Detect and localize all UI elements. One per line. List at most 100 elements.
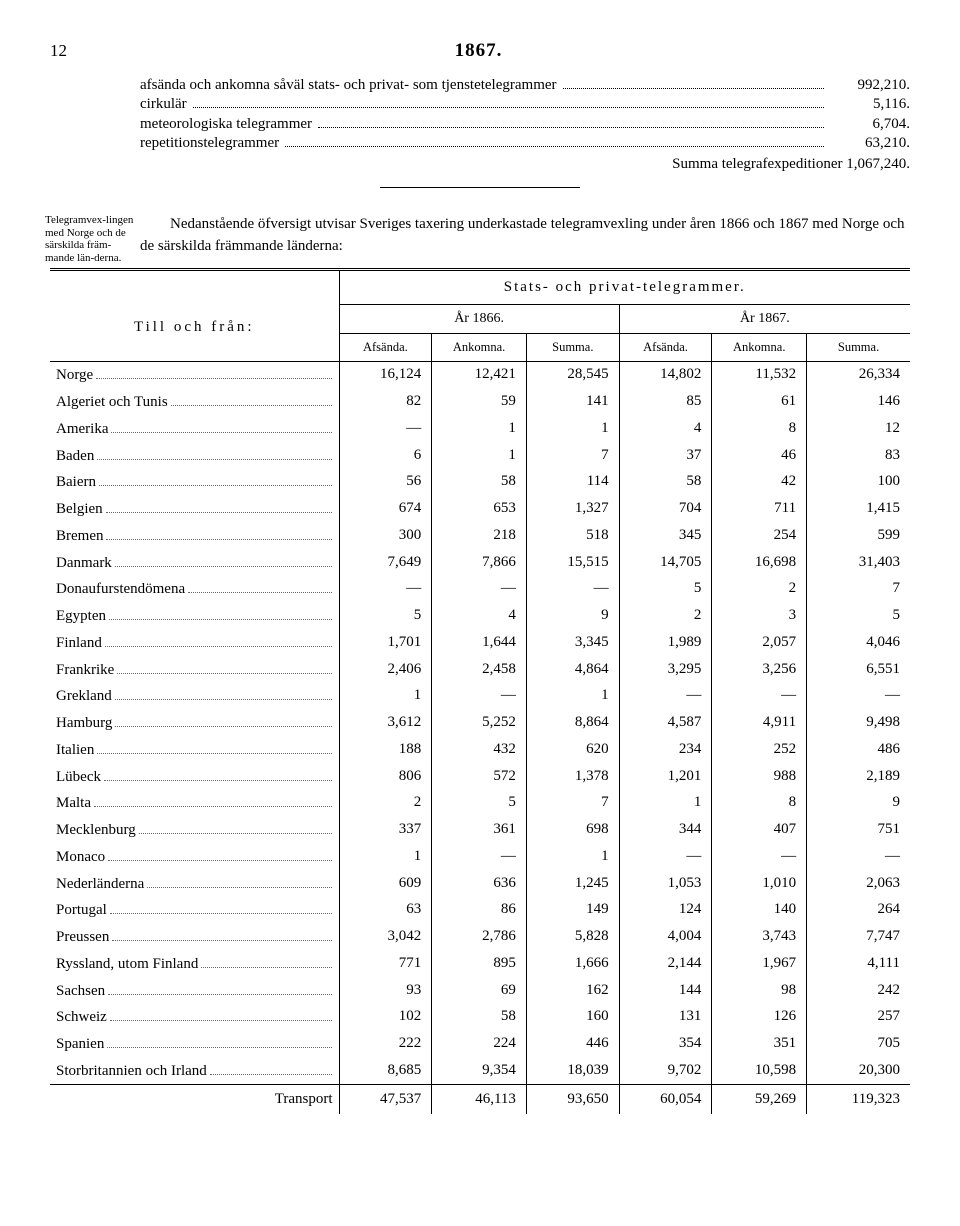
data-cell: 1 xyxy=(526,843,619,870)
country-cell: Frankrike xyxy=(50,656,339,683)
data-cell: 518 xyxy=(526,522,619,549)
table-row: Amerika—114812 xyxy=(50,415,910,442)
leader-dots xyxy=(318,113,824,128)
data-cell: 11,532 xyxy=(712,361,807,388)
data-cell: 2,057 xyxy=(712,629,807,656)
data-cell: 14,705 xyxy=(619,549,712,576)
data-cell: 2 xyxy=(619,602,712,629)
table-row: Schweiz10258160131126257 xyxy=(50,1004,910,1031)
data-cell: 234 xyxy=(619,736,712,763)
leader-dots xyxy=(111,419,331,433)
leader-dots xyxy=(99,473,332,487)
data-cell: 5 xyxy=(619,576,712,603)
country-cell: Hamburg xyxy=(50,709,339,736)
table-row: Hamburg3,6125,2528,8644,5874,9119,498 xyxy=(50,709,910,736)
data-cell: 1,327 xyxy=(526,495,619,522)
data-cell: 126 xyxy=(712,1004,807,1031)
country-label: Amerika xyxy=(56,421,108,438)
data-cell: 16,698 xyxy=(712,549,807,576)
data-cell: 58 xyxy=(432,469,527,496)
leader-dots xyxy=(193,94,824,109)
data-cell: 6,551 xyxy=(807,656,910,683)
year-header-1867: År 1867. xyxy=(619,304,910,333)
data-cell: 1 xyxy=(339,683,432,710)
data-cell: 2,189 xyxy=(807,763,910,790)
data-cell: 1 xyxy=(526,683,619,710)
data-cell: — xyxy=(526,576,619,603)
data-cell: 257 xyxy=(807,1004,910,1031)
data-cell: 1,701 xyxy=(339,629,432,656)
column-header: Summa. xyxy=(807,333,910,361)
data-cell: 2,144 xyxy=(619,950,712,977)
data-cell: 86 xyxy=(432,897,527,924)
leader-dots xyxy=(96,366,331,380)
data-cell: 224 xyxy=(432,1030,527,1057)
data-cell: 42 xyxy=(712,469,807,496)
data-cell: 85 xyxy=(619,388,712,415)
data-cell: 93 xyxy=(339,977,432,1004)
summary-value: 992,210. xyxy=(830,77,910,94)
data-cell: 9 xyxy=(807,790,910,817)
data-cell: 6 xyxy=(339,442,432,469)
summary-label: repetitionstelegrammer xyxy=(140,135,279,152)
data-cell: 160 xyxy=(526,1004,619,1031)
data-cell: 636 xyxy=(432,870,527,897)
data-cell: 3 xyxy=(712,602,807,629)
data-cell: 1 xyxy=(339,843,432,870)
column-header: Afsända. xyxy=(619,333,712,361)
country-label: Ryssland, utom Finland xyxy=(56,956,198,973)
country-label: Egypten xyxy=(56,608,106,625)
leader-dots xyxy=(97,446,331,460)
data-cell: 711 xyxy=(712,495,807,522)
data-cell: 8,864 xyxy=(526,709,619,736)
data-cell: 100 xyxy=(807,469,910,496)
data-cell: 162 xyxy=(526,977,619,1004)
leader-dots xyxy=(110,1008,332,1022)
data-cell: 7,866 xyxy=(432,549,527,576)
data-cell: 28,545 xyxy=(526,361,619,388)
data-cell: 218 xyxy=(432,522,527,549)
summary-block: afsända och ankomna såväl stats- och pri… xyxy=(140,74,910,173)
leader-dots xyxy=(117,660,331,674)
data-cell: 1 xyxy=(432,442,527,469)
data-cell: 59 xyxy=(432,388,527,415)
country-label: Monaco xyxy=(56,849,105,866)
country-cell: Preussen xyxy=(50,923,339,950)
leader-dots xyxy=(115,553,332,567)
page-number: 12 xyxy=(50,41,67,61)
data-cell: 61 xyxy=(712,388,807,415)
data-cell: 599 xyxy=(807,522,910,549)
data-cell: 83 xyxy=(807,442,910,469)
country-cell: Lübeck xyxy=(50,763,339,790)
data-cell: 1,415 xyxy=(807,495,910,522)
transport-cell: 93,650 xyxy=(526,1084,619,1114)
data-cell: 56 xyxy=(339,469,432,496)
data-cell: 653 xyxy=(432,495,527,522)
table-row: Finland1,7011,6443,3451,9892,0574,046 xyxy=(50,629,910,656)
year-title: 1867. xyxy=(455,40,503,62)
data-cell: 141 xyxy=(526,388,619,415)
country-label: Spanien xyxy=(56,1036,104,1053)
table-row: Nederländerna6096361,2451,0531,0102,063 xyxy=(50,870,910,897)
data-cell: 140 xyxy=(712,897,807,924)
data-cell: 14,802 xyxy=(619,361,712,388)
table-row: Belgien6746531,3277047111,415 xyxy=(50,495,910,522)
country-cell: Ryssland, utom Finland xyxy=(50,950,339,977)
country-label: Lübeck xyxy=(56,769,101,786)
country-cell: Baiern xyxy=(50,469,339,496)
data-cell: 98 xyxy=(712,977,807,1004)
data-cell: 7,747 xyxy=(807,923,910,950)
data-cell: 2,406 xyxy=(339,656,432,683)
data-cell: 300 xyxy=(339,522,432,549)
country-label: Belgien xyxy=(56,501,103,518)
intro-paragraph: Nedanstående öfversigt utvisar Sveriges … xyxy=(140,214,910,258)
data-cell: 69 xyxy=(432,977,527,1004)
table-row: Malta257189 xyxy=(50,790,910,817)
data-cell: — xyxy=(339,576,432,603)
data-cell: — xyxy=(619,683,712,710)
table-row: Bremen300218518345254599 xyxy=(50,522,910,549)
leader-dots xyxy=(109,606,332,620)
summary-row: afsända och ankomna såväl stats- och pri… xyxy=(140,74,910,94)
data-cell: 3,345 xyxy=(526,629,619,656)
column-header: Ankomna. xyxy=(712,333,807,361)
